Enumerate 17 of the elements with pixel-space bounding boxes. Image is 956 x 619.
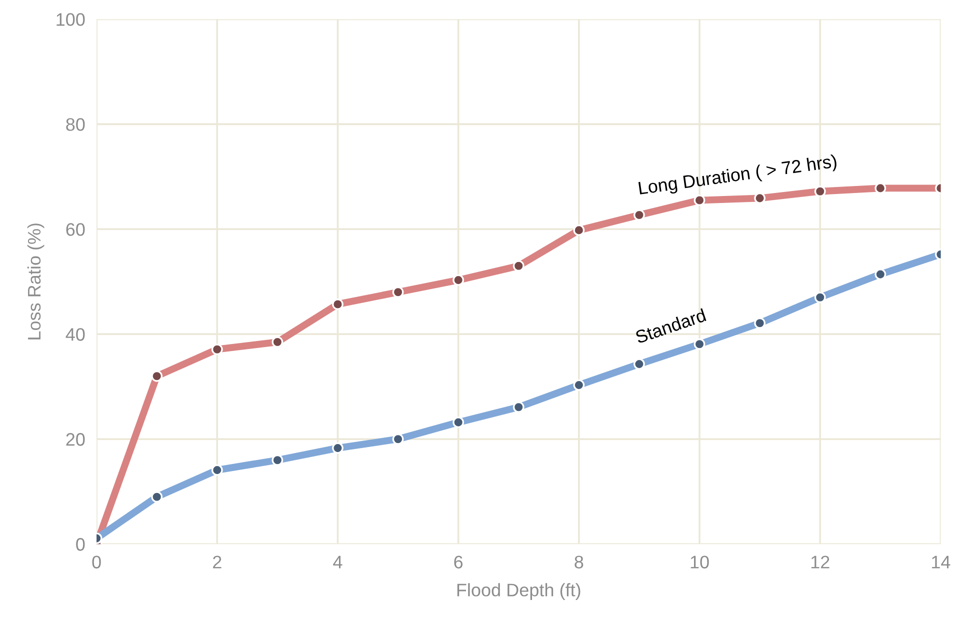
y-tick-label: 80 bbox=[66, 118, 85, 131]
x-tick-label: 0 bbox=[92, 556, 101, 568]
x-tick-label: 14 bbox=[932, 556, 950, 568]
x-tick-label: 12 bbox=[811, 556, 830, 568]
x-tick-label: 4 bbox=[333, 556, 342, 568]
y-tick-label: 0 bbox=[76, 538, 85, 551]
y-axis-title: Loss Ratio (%) bbox=[27, 224, 44, 340]
text: Long Duration ( > 72 hrs) bbox=[638, 154, 838, 198]
y-tick-label: 60 bbox=[66, 223, 85, 236]
x-axis-title: Flood Depth (ft) bbox=[457, 583, 580, 600]
x-tick-label: 10 bbox=[690, 556, 709, 568]
y-tick-label: 100 bbox=[56, 13, 85, 26]
x-tick-label: 8 bbox=[574, 556, 584, 568]
y-tick-label: 20 bbox=[66, 433, 85, 446]
y-tick-label: 40 bbox=[66, 328, 85, 341]
x-tick-label: 6 bbox=[454, 556, 463, 568]
x-tick-label: 2 bbox=[213, 556, 222, 568]
